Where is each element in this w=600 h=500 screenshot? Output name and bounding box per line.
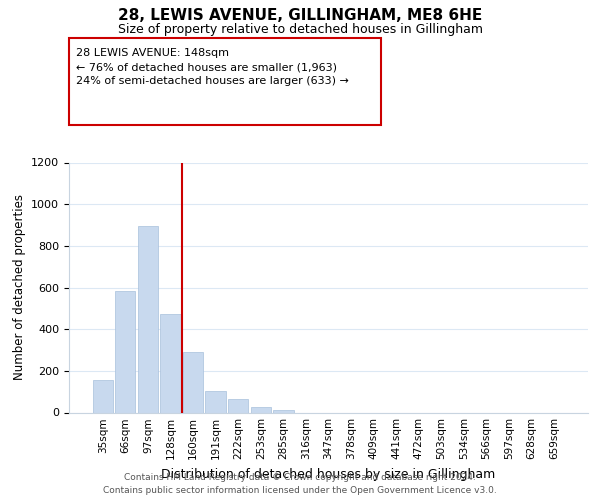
Text: Size of property relative to detached houses in Gillingham: Size of property relative to detached ho…	[118, 24, 482, 36]
Bar	[205, 390, 226, 412]
Bar	[183, 352, 203, 412]
Y-axis label: Number of detached properties: Number of detached properties	[13, 194, 26, 380]
X-axis label: Distribution of detached houses by size in Gillingham: Distribution of detached houses by size …	[161, 468, 496, 481]
Bar	[160, 314, 181, 412]
Text: Contains HM Land Registry data © Crown copyright and database right 2024.
Contai: Contains HM Land Registry data © Crown c…	[103, 474, 497, 495]
Bar	[228, 399, 248, 412]
Bar	[115, 290, 136, 412]
Text: 28 LEWIS AVENUE: 148sqm
← 76% of detached houses are smaller (1,963)
24% of semi: 28 LEWIS AVENUE: 148sqm ← 76% of detache…	[76, 48, 349, 86]
Bar	[251, 406, 271, 412]
Bar	[92, 380, 113, 412]
Bar	[273, 410, 293, 412]
Bar	[138, 226, 158, 412]
Text: 28, LEWIS AVENUE, GILLINGHAM, ME8 6HE: 28, LEWIS AVENUE, GILLINGHAM, ME8 6HE	[118, 8, 482, 22]
